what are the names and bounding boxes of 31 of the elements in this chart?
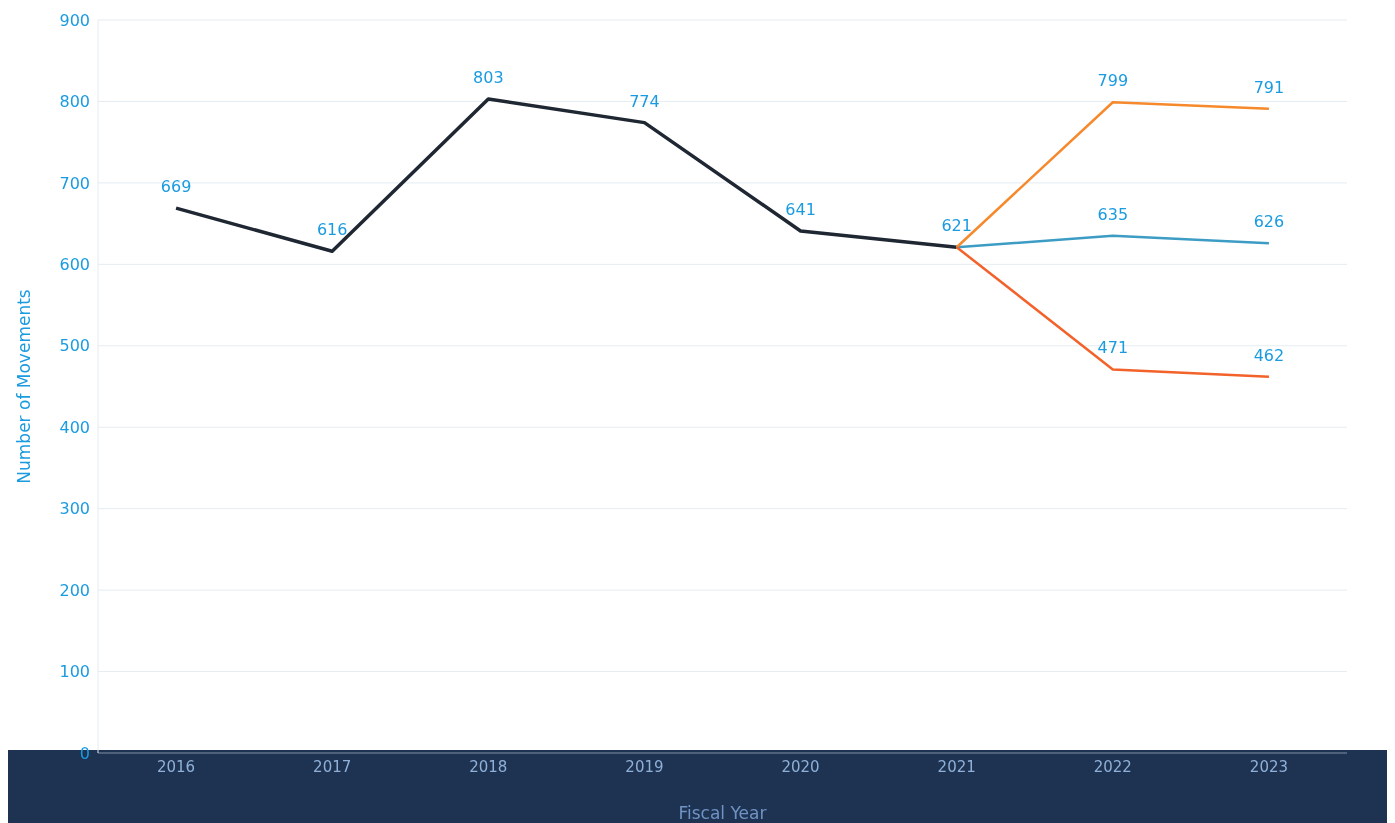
y-tick-label: 400 (59, 417, 90, 437)
y-tick-label: 100 (59, 662, 90, 682)
y-tick-label: 700 (59, 173, 90, 193)
data-label: 616 (316, 220, 348, 240)
x-tick-label: 2021 (937, 757, 976, 776)
x-tick-label: 2023 (1249, 757, 1289, 776)
y-tick-label: 200 (59, 580, 90, 600)
y-tick-label: 800 (59, 92, 90, 112)
x-tick-label: 2022 (1093, 757, 1132, 776)
data-label: 641 (785, 199, 816, 219)
data-label: 803 (473, 68, 504, 87)
data-label: 635 (1097, 204, 1129, 224)
y-tick-label: 500 (59, 336, 90, 356)
x-axis-title: Fiscal Year (678, 803, 767, 823)
data-label: 774 (629, 91, 660, 111)
x-tick-label: 2016 (156, 757, 196, 776)
data-label: 621 (941, 216, 972, 236)
y-tick-label: 300 (59, 499, 90, 519)
x-tick-label: 2017 (313, 757, 352, 776)
data-label: 669 (160, 177, 192, 197)
y-tick-label: 900 (59, 10, 90, 30)
x-tick-label: 2019 (625, 757, 664, 776)
data-label: 462 (1253, 345, 1285, 365)
data-label: 791 (1253, 77, 1285, 97)
x-tick-label: 2020 (781, 757, 820, 776)
data-label: 626 (1253, 212, 1285, 232)
data-label: 471 (1097, 338, 1129, 358)
x-tick-label: 2018 (469, 757, 508, 776)
y-tick-label: 600 (59, 255, 90, 275)
data-label: 799 (1097, 71, 1129, 91)
y-axis-title: Number of Movements (14, 289, 35, 484)
